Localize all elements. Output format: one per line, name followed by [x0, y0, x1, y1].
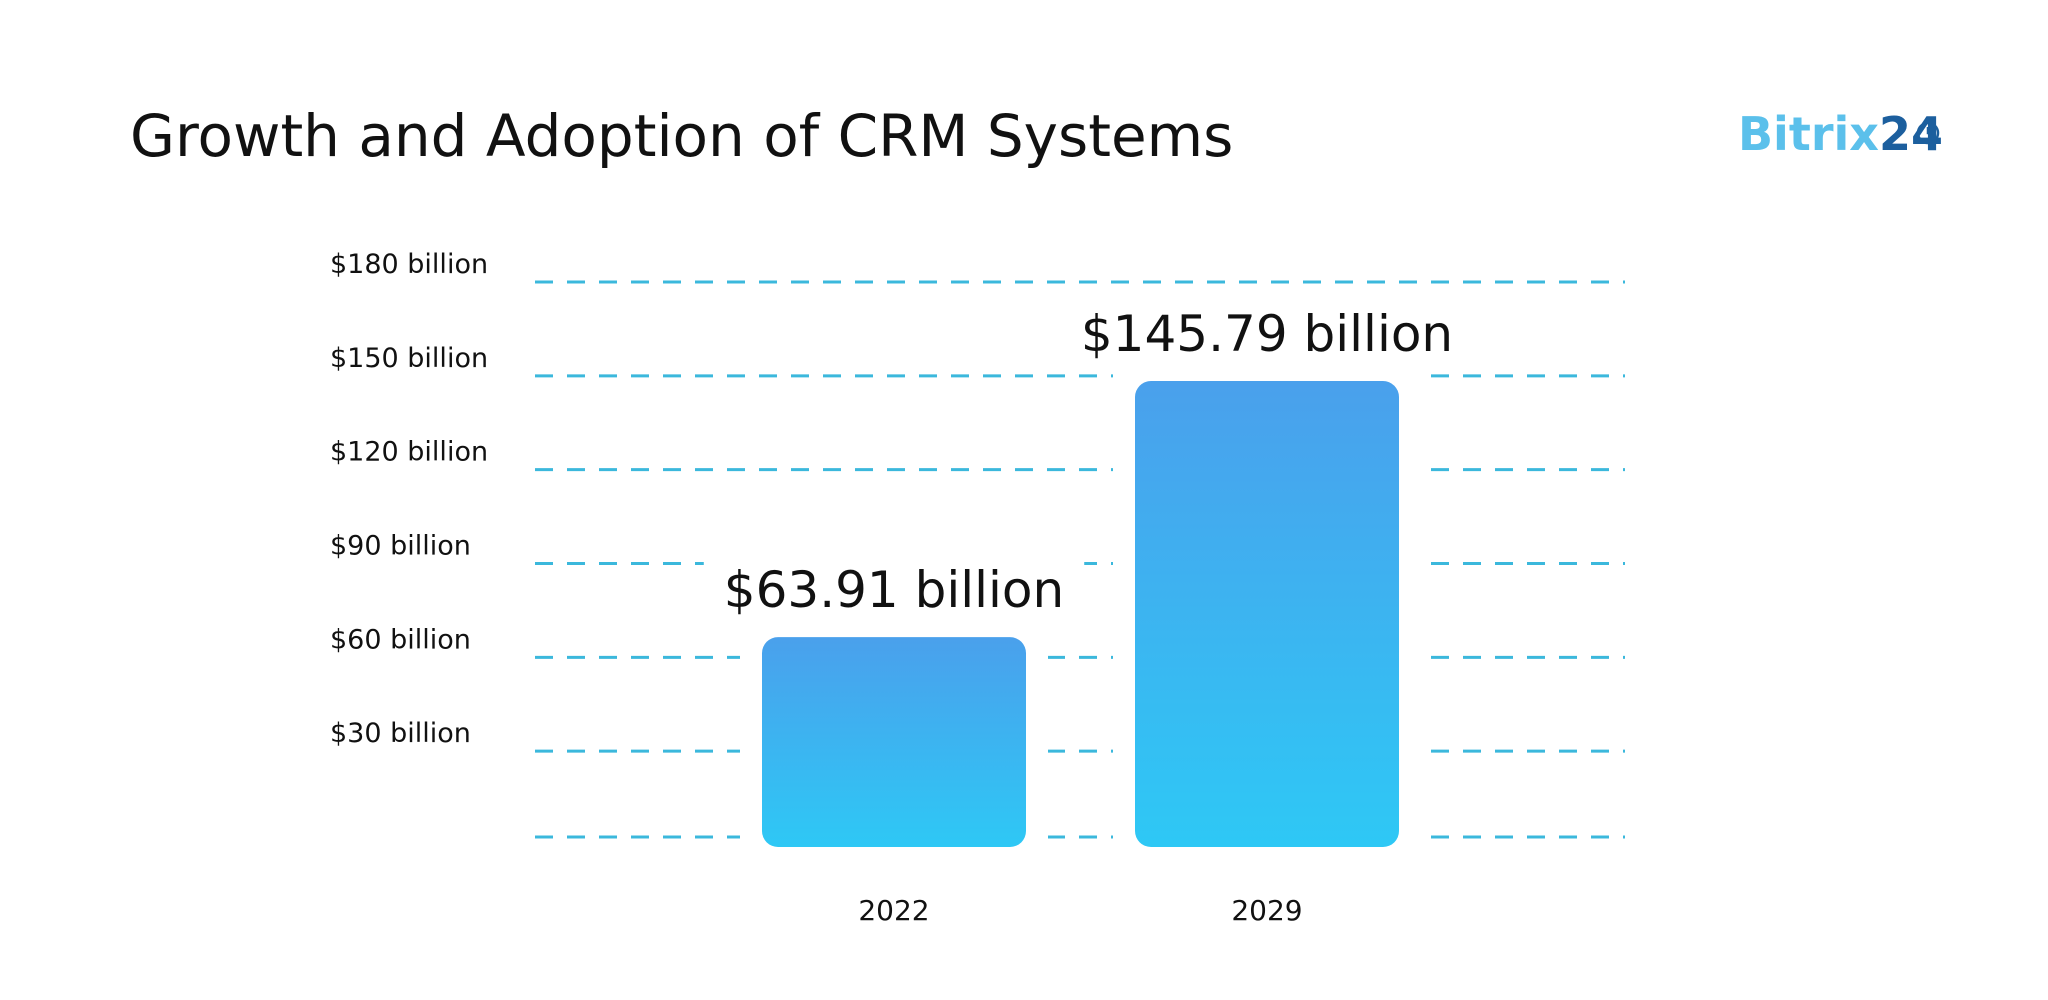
- y-tick-label: $30 billion: [330, 718, 471, 749]
- logo-text: Bitrix24: [1738, 107, 1943, 161]
- grid: [535, 280, 1625, 839]
- value-label: $63.91 billion: [724, 561, 1064, 619]
- x-tick-label: 2029: [1231, 894, 1302, 927]
- label-gap: [703, 561, 1085, 620]
- y-tick-label: $60 billion: [330, 624, 471, 655]
- x-tick-label: 2022: [858, 894, 929, 927]
- logo-icon-hands: [1926, 127, 1933, 135]
- y-tick-label: $120 billion: [330, 437, 488, 468]
- y-tick-label: $90 billion: [330, 531, 471, 562]
- y-tick-label: $180 billion: [330, 249, 488, 280]
- bars: [703, 291, 1474, 847]
- value-label: $145.79 billion: [1081, 305, 1453, 363]
- logo-number: 24: [1879, 107, 1943, 161]
- logo: Bitrix24: [1738, 107, 1943, 161]
- y-tick-label: $150 billion: [330, 343, 488, 374]
- bar: [762, 637, 1026, 847]
- logo-name: Bitrix: [1738, 107, 1879, 161]
- logo-icon: [1916, 121, 1940, 145]
- chart-title: Growth and Adoption of CRM Systems: [130, 102, 1233, 170]
- bar: [1135, 381, 1399, 847]
- label-gap: [1060, 305, 1474, 364]
